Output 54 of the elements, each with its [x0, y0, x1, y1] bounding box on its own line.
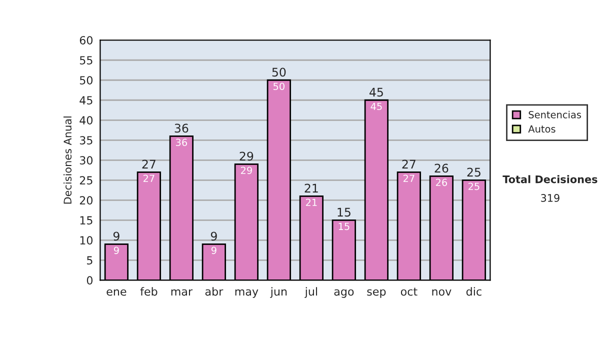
x-tick-label: dic	[466, 287, 482, 296]
text: Total Decisiones	[502, 175, 598, 184]
x-tick-label: abr	[205, 287, 224, 296]
y-tick-label: 15	[80, 216, 92, 225]
y-tick-label: 60	[80, 36, 93, 44]
y-tick-label: 35	[80, 136, 92, 145]
y-tick-label: 10	[80, 236, 93, 245]
data-label: 9	[114, 246, 119, 254]
legend-label: Sentencias	[528, 110, 582, 118]
total-label: 27	[402, 160, 416, 168]
text: 319	[541, 194, 560, 202]
total-label: 25	[467, 168, 480, 177]
total-label: 9	[210, 232, 217, 241]
data-label: 36	[176, 138, 188, 146]
total-label: 29	[240, 152, 254, 161]
y-tick-label: 40	[80, 116, 93, 125]
total-label: 15	[338, 208, 350, 217]
y-tick-label: 30	[80, 156, 93, 165]
data-label: 27	[403, 174, 414, 182]
data-label: 27	[143, 174, 154, 182]
x-tick-label: feb	[140, 287, 158, 296]
data-label: 50	[274, 82, 284, 90]
legend-label: Autos	[528, 125, 556, 133]
x-tick-label: jul	[304, 287, 318, 298]
y-tick-label: 45	[80, 96, 92, 105]
x-tick-label: ago	[334, 289, 354, 298]
data-label: 21	[306, 198, 317, 206]
total-label: 45	[370, 88, 383, 97]
total-label: 36	[174, 124, 188, 133]
data-label: 29	[240, 166, 252, 174]
y-tick-label: 20	[80, 196, 93, 205]
total-label: 27	[142, 160, 156, 168]
data-label: 45	[370, 102, 382, 110]
x-tick-label: ene	[106, 289, 126, 296]
y-tick-label: 5	[87, 256, 92, 265]
y-tick-label: 55	[80, 56, 92, 65]
data-label: 9	[211, 246, 216, 254]
total-label: 9	[113, 232, 120, 241]
x-tick-label: jun	[270, 287, 287, 298]
total-label: 26	[434, 164, 448, 173]
x-tick-label: mar	[171, 289, 193, 296]
x-tick-label: nov	[432, 289, 452, 296]
y-tick-label: 0	[86, 276, 93, 285]
x-tick-label: sep	[367, 289, 386, 298]
y-tick-label: 25	[80, 176, 92, 185]
data-label: 15	[338, 222, 350, 230]
data-label: 26	[436, 178, 448, 186]
x-tick-label: oct	[400, 288, 418, 296]
x-tick-label: may	[235, 289, 258, 298]
data-label: 25	[468, 182, 480, 190]
y-axis-title: Decisiones Anual	[63, 116, 72, 204]
total-label: 21	[304, 184, 318, 192]
y-tick-label: 50	[80, 76, 93, 85]
total-label: 50	[272, 68, 286, 77]
